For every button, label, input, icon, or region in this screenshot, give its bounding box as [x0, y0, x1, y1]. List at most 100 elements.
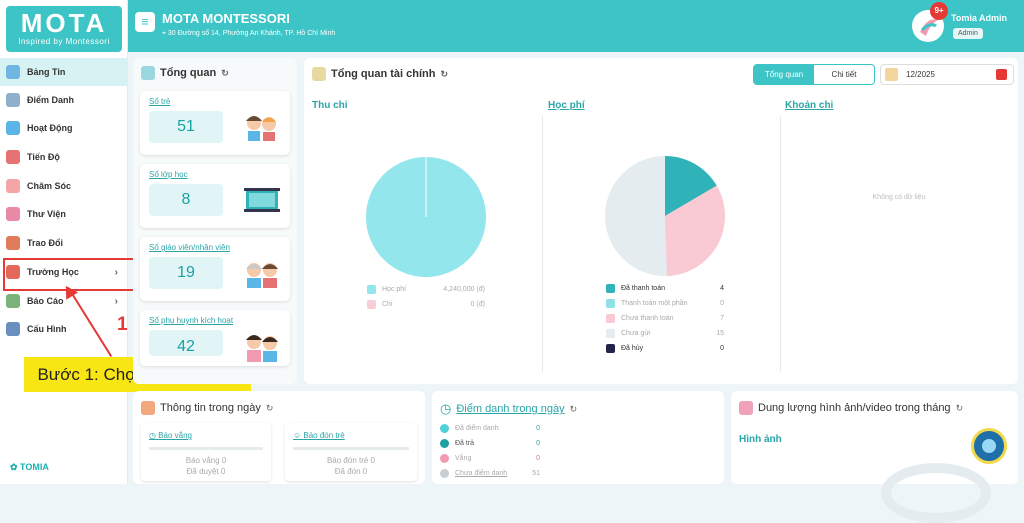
- calendar-icon: [141, 401, 155, 415]
- logo-subtitle: Inspired by Montessori: [18, 37, 110, 46]
- tuition-legend: Đã thanh toán 4 Thanh toán một phần 0 Chưa…: [606, 281, 724, 356]
- attendance-title-text[interactable]: Điểm danh trong ngày: [456, 403, 565, 415]
- attendance-label[interactable]: Chưa điểm danh: [455, 470, 508, 477]
- income-pie-chart[interactable]: [364, 155, 488, 279]
- calendar-clear-icon[interactable]: [996, 69, 1007, 80]
- legend-value: 4,240,000 (đ): [443, 286, 485, 293]
- notification-badge[interactable]: 9+: [930, 2, 948, 20]
- sidebar-item-5[interactable]: Thư Viện: [0, 200, 128, 228]
- legend-value: 15: [716, 330, 724, 337]
- divider: [293, 447, 409, 450]
- stat-card-classes[interactable]: Số lớp học 8: [140, 164, 290, 228]
- absence-title-text: Báo vắng: [158, 431, 193, 440]
- chat-icon: [982, 439, 996, 453]
- stat-card-children[interactable]: Số trẻ 51: [140, 91, 290, 155]
- attendance-label: Đã điểm danh: [455, 425, 499, 432]
- chart-icon: [141, 66, 155, 80]
- stat-value: 8: [149, 184, 223, 216]
- expense-title[interactable]: Khoản chi: [785, 100, 834, 111]
- pickup-title[interactable]: ☺ Báo đón trẻ: [293, 431, 345, 440]
- storage-subtitle: Hình ảnh: [739, 434, 782, 445]
- legend-item: Học phí 4,240,000 (đ): [367, 282, 485, 297]
- status-dot: [440, 469, 449, 478]
- pie-slice-paid[interactable]: [665, 156, 717, 216]
- chat-icon: [6, 236, 20, 250]
- storage-panel: Dung lượng hình ảnh/video trong tháng ↻ …: [731, 391, 1018, 523]
- legend-value: 4: [720, 285, 724, 292]
- tab-overview[interactable]: Tổng quan: [754, 65, 814, 84]
- address-text: 30 Đường số 14, Phường An Khánh, TP. Hồ …: [167, 30, 336, 37]
- stat-label[interactable]: Số phụ huynh kích hoạt: [149, 316, 234, 325]
- absence-title[interactable]: ◷ Báo vắng: [149, 431, 193, 440]
- sidebar-item-2[interactable]: Hoạt Động: [0, 114, 128, 142]
- tab-detail[interactable]: Chi tiết: [831, 70, 857, 79]
- sidebar-item-0[interactable]: Bảng Tin: [0, 58, 128, 86]
- month-picker[interactable]: 12/2025: [880, 64, 1014, 85]
- absence-card[interactable]: ◷ Báo vắng Báo vắng 0 Đã duyệt 0: [141, 423, 271, 481]
- legend-item: Chi 0 (đ): [367, 297, 485, 312]
- overview-title: Tổng quan ↻: [141, 66, 229, 80]
- clock-icon: ◷: [440, 401, 452, 416]
- refresh-icon[interactable]: ↻: [440, 68, 449, 79]
- stat-label[interactable]: Số giáo viên/nhân viên: [149, 243, 230, 252]
- legend-label: Thanh toán một phần: [621, 300, 688, 307]
- sidebar-item-4[interactable]: Chăm Sóc: [0, 172, 128, 200]
- stat-label[interactable]: Số lớp học: [149, 170, 188, 179]
- legend-label: Chưa gửi: [621, 330, 651, 337]
- attendance-title: ◷ Điểm danh trong ngày ↻: [440, 401, 577, 417]
- month-value: 12/2025: [906, 70, 935, 79]
- status-dot: [440, 424, 449, 433]
- sidebar-item-7[interactable]: Trường Học ›: [0, 258, 128, 286]
- legend-swatch: [606, 299, 615, 308]
- pickup-card[interactable]: ☺ Báo đón trẻ Báo đón trẻ 0 Đã đón 0: [285, 423, 417, 481]
- brand-footer: ✿ TOMIA: [10, 462, 49, 472]
- stat-card-staff[interactable]: Số giáo viên/nhân viên 19: [140, 237, 290, 301]
- chat-widget-button[interactable]: [971, 428, 1007, 464]
- daily-panel: Thông tin trong ngày ↻ ◷ Báo vắng Báo vắ…: [133, 391, 425, 484]
- refresh-icon[interactable]: ↻: [221, 67, 229, 78]
- sidebar-item-label: Trường Học: [27, 267, 79, 277]
- image-icon: [739, 401, 753, 415]
- care-icon: [6, 179, 20, 193]
- tuition-title[interactable]: Học phí: [548, 100, 585, 111]
- user-role: Admin: [953, 28, 983, 39]
- legend-label: Đã thanh toán: [621, 285, 665, 292]
- stat-value: 51: [149, 111, 223, 143]
- stat-value: 19: [149, 257, 223, 289]
- pickup-stats: Báo đón trẻ 0 Đã đón 0: [285, 455, 417, 477]
- sidebar-item-6[interactable]: Trao Đổi: [0, 229, 128, 257]
- stat-label[interactable]: Số trẻ: [149, 97, 171, 106]
- pickup-title-text: Báo đón trẻ: [303, 431, 345, 440]
- sidebar-item-label: Tiến Độ: [27, 152, 60, 162]
- expense-empty-text: Không có dữ liệu: [872, 194, 926, 201]
- app-logo[interactable]: MOTA Inspired by Montessori: [6, 6, 122, 52]
- children-icon: [246, 116, 276, 141]
- legend-swatch: [606, 329, 615, 338]
- sidebar-item-1[interactable]: Điểm Danh: [0, 86, 128, 114]
- absence-stat-line: Đã duyệt 0: [186, 467, 226, 476]
- school-icon: [6, 265, 20, 279]
- refresh-icon[interactable]: ↻: [265, 402, 274, 413]
- location-pin-icon: ⌖: [162, 30, 166, 37]
- sidebar-item-9[interactable]: Cấu Hình: [0, 315, 128, 343]
- legend-label: Chi: [382, 301, 393, 308]
- stat-card-parents[interactable]: Số phụ huynh kích hoạt 42: [140, 310, 290, 366]
- user-name[interactable]: Tomia Admin: [951, 13, 1007, 23]
- legend-swatch: [367, 300, 376, 309]
- report-icon: [6, 294, 20, 308]
- refresh-icon[interactable]: ↻: [955, 402, 964, 413]
- finance-panel: Tổng quan tài chính ↻ Tổng quan Chi tiết…: [304, 58, 1018, 384]
- pie-slice-unpaid[interactable]: [665, 185, 725, 276]
- sidebar-item-8[interactable]: Báo Cáo ›: [0, 287, 128, 315]
- finance-title: Tổng quan tài chính ↻: [312, 67, 448, 81]
- attendance-row: Đã trả 0: [440, 436, 540, 451]
- sidebar-item-label: Chăm Sóc: [27, 181, 72, 191]
- absence-stats: Báo vắng 0 Đã duyệt 0: [141, 455, 271, 477]
- menu-toggle-button[interactable]: ≡: [135, 12, 155, 32]
- sidebar-item-3[interactable]: Tiến Độ: [0, 143, 128, 171]
- refresh-icon[interactable]: ↻: [569, 403, 578, 414]
- clock-icon: [6, 93, 20, 107]
- tuition-pie-chart[interactable]: [604, 155, 726, 277]
- legend-item: Đã thanh toán 4: [606, 281, 724, 296]
- overview-title-text: Tổng quan: [160, 67, 217, 79]
